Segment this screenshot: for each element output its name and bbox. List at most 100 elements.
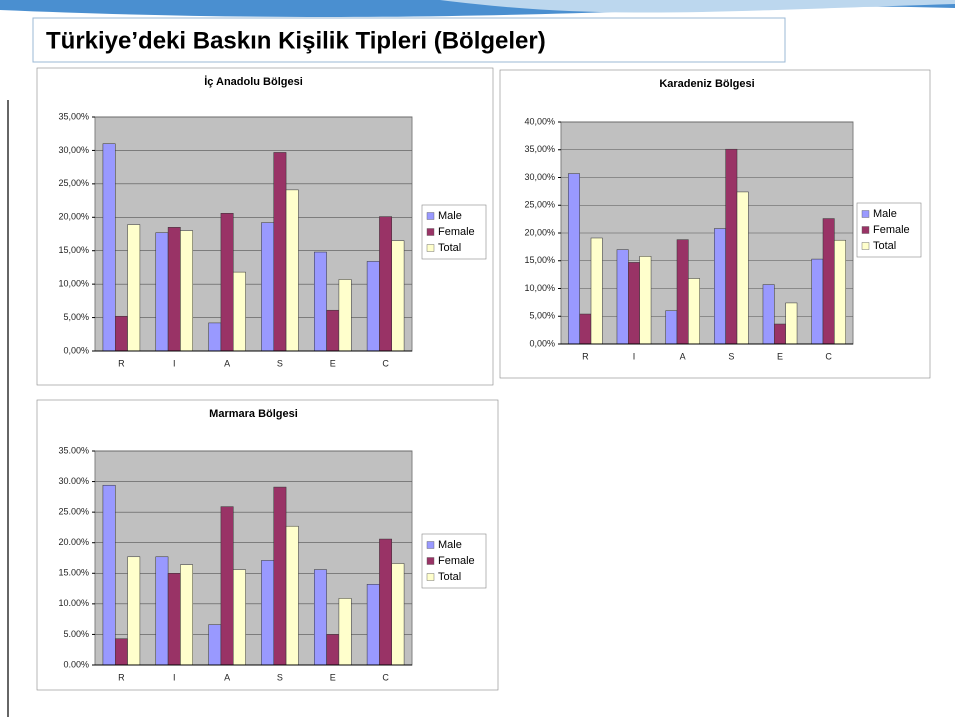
bar — [273, 486, 287, 666]
x-tick-label: R — [118, 358, 125, 368]
y-tick-label: 10.00% — [58, 598, 89, 608]
bar — [590, 237, 603, 345]
x-tick-label: C — [825, 351, 832, 361]
bar — [714, 228, 726, 345]
x-tick-label: R — [118, 672, 125, 682]
bar — [811, 258, 824, 345]
bar — [285, 525, 299, 666]
bar — [366, 261, 380, 352]
y-tick-label: 20,00% — [58, 212, 89, 222]
bar — [167, 227, 181, 352]
bar — [676, 239, 689, 345]
x-tick-label: I — [173, 672, 176, 682]
legend-label: Male — [438, 210, 462, 222]
bar — [379, 216, 392, 352]
bar — [220, 506, 234, 666]
x-tick-label: R — [582, 351, 589, 361]
bar — [155, 232, 169, 352]
bar — [167, 573, 181, 666]
bar — [102, 484, 116, 666]
bar — [232, 271, 246, 352]
bar — [736, 191, 749, 345]
bar — [338, 598, 352, 666]
bar — [616, 249, 629, 345]
y-tick-label: 10,00% — [524, 283, 555, 293]
legend-swatch — [426, 573, 435, 581]
bar — [127, 556, 141, 666]
legend-label: Total — [438, 571, 461, 583]
bar — [180, 230, 193, 352]
y-tick-label: 35,00% — [58, 111, 89, 121]
y-tick-label: 5.00% — [63, 629, 89, 639]
bar — [273, 152, 287, 352]
bar — [391, 563, 405, 666]
y-tick-label: 20.00% — [58, 537, 89, 547]
bar — [338, 279, 352, 352]
bar — [822, 218, 835, 345]
slide-title: Türkiye’deki Baskın Kişilik Tipleri (Böl… — [46, 27, 546, 54]
bar — [774, 323, 786, 345]
legend-swatch — [861, 210, 870, 218]
legend-swatch — [426, 557, 435, 565]
legend-label: Male — [873, 208, 897, 220]
bar — [665, 310, 678, 345]
title-box — [32, 17, 786, 63]
y-tick-label: 5,00% — [529, 311, 555, 321]
x-tick-label: E — [330, 672, 336, 682]
bar — [155, 556, 169, 666]
chart-title: Karadeniz Bölgesi — [659, 78, 754, 90]
swoosh-light — [440, 0, 955, 13]
y-tick-label: 25,00% — [524, 200, 555, 210]
bar — [628, 262, 640, 345]
bar — [391, 240, 405, 352]
y-tick-label: 15,00% — [524, 255, 555, 265]
legend-swatch — [426, 244, 435, 252]
y-tick-label: 15.00% — [58, 568, 89, 578]
bar — [326, 309, 340, 352]
y-tick-label: 40,00% — [524, 116, 555, 126]
legend-label: Female — [873, 224, 910, 236]
bar — [285, 189, 299, 352]
bar — [326, 634, 340, 666]
x-tick-label: C — [382, 672, 389, 682]
bar — [261, 222, 275, 352]
bar — [568, 173, 580, 345]
x-tick-label: A — [680, 351, 686, 361]
legend-swatch — [861, 242, 870, 250]
bar — [314, 251, 327, 352]
x-tick-label: A — [224, 358, 230, 368]
bar — [834, 239, 846, 345]
x-tick-label: I — [173, 358, 176, 368]
chart-title: Marmara Bölgesi — [209, 408, 298, 420]
x-tick-label: S — [728, 351, 734, 361]
x-tick-label: A — [224, 672, 230, 682]
y-tick-label: 15,00% — [58, 245, 89, 255]
bar — [379, 538, 392, 666]
bar — [220, 213, 234, 352]
x-tick-label: E — [777, 351, 783, 361]
y-tick-label: 35.00% — [58, 445, 89, 455]
y-tick-label: 30.00% — [58, 476, 89, 486]
x-tick-label: E — [330, 358, 336, 368]
legend-label: Male — [438, 539, 462, 551]
bar — [115, 315, 128, 352]
bar — [127, 224, 141, 352]
x-tick-label: C — [382, 358, 389, 368]
y-tick-label: 10,00% — [58, 279, 89, 289]
y-tick-label: 5,00% — [63, 312, 89, 322]
bar — [180, 564, 193, 666]
bar — [232, 569, 246, 666]
bar — [261, 560, 275, 666]
bar — [639, 256, 652, 345]
y-tick-label: 35,00% — [524, 144, 555, 154]
y-tick-label: 0,00% — [63, 345, 89, 355]
plot-area — [94, 450, 413, 666]
legend-label: Total — [438, 242, 461, 254]
y-tick-label: 25,00% — [58, 178, 89, 188]
plot-area — [94, 116, 413, 352]
bar — [762, 284, 775, 345]
bar — [208, 624, 222, 666]
x-tick-label: I — [633, 351, 636, 361]
legend-swatch — [426, 541, 435, 549]
